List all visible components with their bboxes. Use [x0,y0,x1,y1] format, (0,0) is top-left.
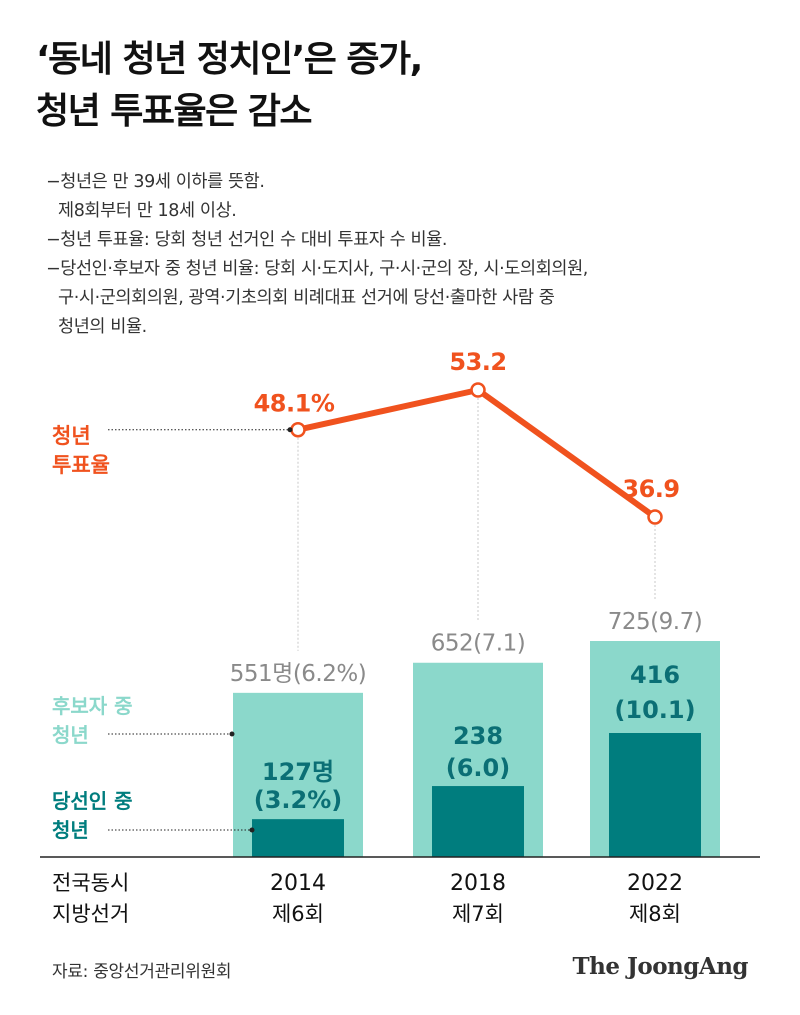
legend-candidates-1: 후보자 중 [52,694,133,718]
note-1: −청년은 만 39세 이하를 뜻함. [46,172,265,192]
legend-elected-2: 청년 [52,818,89,842]
leader-candidates-dot [229,731,235,737]
chart-title: ‘동네 청년 정치인’은 증가, 청년 투표율은 감소 [36,34,776,138]
x-subtick-2018: 제7회 [452,902,504,926]
chart-notes: −청년은 만 39세 이하를 뜻함. 제8회부터 만 18세 이상. −청년 투… [46,168,766,342]
elected-label-2014: 127명 [262,758,334,786]
elected-label-2018: 238 [453,722,503,750]
x-tick-2014: 2014 [270,871,326,896]
elected-pct-label-2022: (10.1) [614,696,695,724]
note-3c: 청년의 비율. [58,317,147,337]
turnout-point-2018 [470,382,486,398]
axis-title-2: 지방선거 [52,902,129,926]
legend-elected-1: 당선인 중 [52,789,133,813]
turnout-label-2014: 48.1% [254,390,335,418]
legend-turnout-2: 투표율 [52,453,110,477]
legend: 청년 투표율 후보자 중 청년 당선인 중 청년 [52,424,293,842]
elected-bar-2022 [609,733,701,857]
leader-turnout-dot [287,427,293,433]
elected-pct-label-2018: (6.0) [446,754,510,782]
source-note: 자료: 중앙선거관리위원회 [52,962,232,982]
guide-lines [297,398,656,651]
legend-candidates-2: 청년 [52,723,89,747]
axis-title-1: 전국동시 [52,871,129,895]
note-2: −청년 투표율: 당회 청년 선거인 수 대비 투표자 수 비율. [46,230,448,250]
title-line-1: ‘동네 청년 정치인’은 증가, [36,39,423,80]
turnout-point-2014 [290,421,306,438]
title-line-2: 청년 투표율은 감소 [36,91,313,132]
turnout-label-2022: 36.9 [622,475,679,503]
elected-label-2022: 416 [630,661,680,689]
leader-elected-dot [249,827,255,833]
elected-bar-2014 [252,819,344,857]
turnout-point-2022 [647,509,663,525]
turnout-line [295,387,658,520]
x-tick-2018: 2018 [450,871,506,896]
x-tick-2022: 2022 [627,871,683,896]
note-3: −당선인·후보자 중 청년 비율: 당회 시·도지사, 구·시·군의 장, 시·… [46,259,588,279]
x-subtick-2014: 제6회 [272,902,324,926]
note-3b: 구·시·군의회의원, 광역·기초의회 비례대표 선거에 당선·출마한 사람 중 [58,288,555,308]
x-subtick-2022: 제8회 [629,902,681,926]
x-axis: 전국동시 지방선거 2014 제6회 2018 제7회 2022 제8회 [52,871,683,926]
candidate-label-2022: 725(9.7) [608,609,702,635]
elected-pct-label-2014: (3.2%) [254,786,343,814]
legend-turnout-1: 청년 [52,424,91,448]
bars [233,641,720,857]
turnout-label-2018: 53.2 [449,348,506,376]
turnout-line-layer [290,382,663,525]
elected-bar-2018 [432,786,524,857]
candidate-label-2018: 652(7.1) [431,631,525,657]
note-1b: 제8회부터 만 18세 이상. [58,201,237,221]
value-labels: 551명(6.2%) 127명(3.2%) 652(7.1) 238 (6.0) 725(… [230,348,703,814]
candidate-label-2014: 551명(6.2%) [230,661,366,687]
brand-logo: The JoongAng [572,953,749,980]
